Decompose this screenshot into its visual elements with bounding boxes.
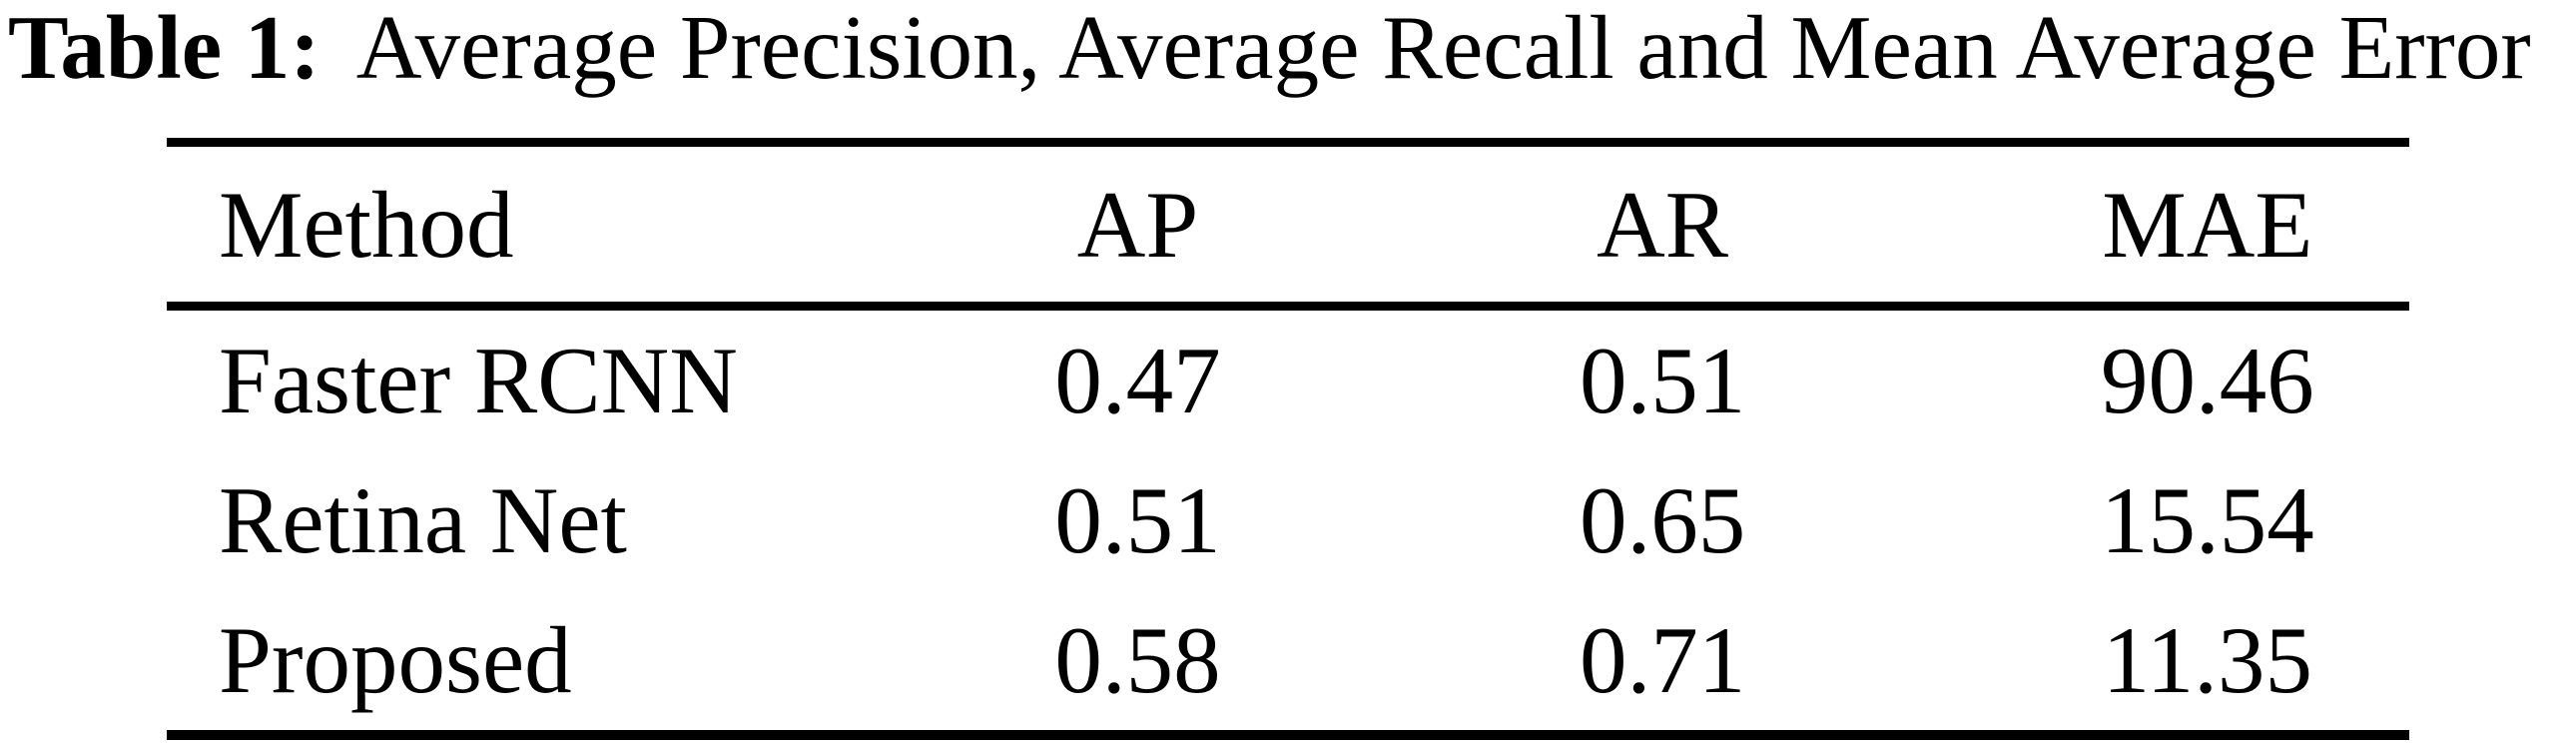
table-header-row: Method AP AR MAE — [167, 142, 2409, 311]
column-header-mae: MAE — [2005, 142, 2409, 311]
column-header-ar: AR — [1319, 142, 2006, 311]
table-caption-text: Average Precision, Average Recall and Me… — [355, 0, 2531, 98]
method-cell: Proposed — [219, 607, 572, 713]
table-row-proposed: Proposed 0.58 0.71 11.35 — [167, 590, 2409, 735]
table-row-retina-net: Retina Net 0.51 0.65 15.54 — [167, 450, 2409, 590]
method-cell: Retina Net — [219, 467, 627, 573]
results-table-container: Method AP AR MAE Faster RCNN 0.47 0.51 9… — [167, 138, 2409, 740]
ap-cell: 0.58 — [1054, 607, 1221, 713]
table-row-faster-rcnn: Faster RCNN 0.47 0.51 90.46 — [167, 307, 2409, 451]
ap-cell: 0.51 — [1054, 467, 1221, 573]
mae-cell: 90.46 — [2100, 328, 2314, 433]
table-caption: Table 1: Average Precision, Average Recal… — [8, 0, 2531, 96]
mae-cell: 11.35 — [2102, 607, 2312, 713]
table-caption-label: Table 1: — [8, 0, 321, 98]
ar-cell: 0.51 — [1579, 328, 1746, 433]
ar-cell: 0.71 — [1579, 607, 1746, 713]
method-cell: Faster RCNN — [219, 328, 738, 433]
ar-cell: 0.65 — [1579, 467, 1746, 573]
column-header-method: Method — [167, 142, 957, 311]
results-table: Method AP AR MAE Faster RCNN 0.47 0.51 9… — [167, 138, 2409, 740]
column-header-ap: AP — [956, 142, 1320, 311]
mae-cell: 15.54 — [2100, 467, 2314, 573]
ap-cell: 0.47 — [1054, 328, 1221, 433]
